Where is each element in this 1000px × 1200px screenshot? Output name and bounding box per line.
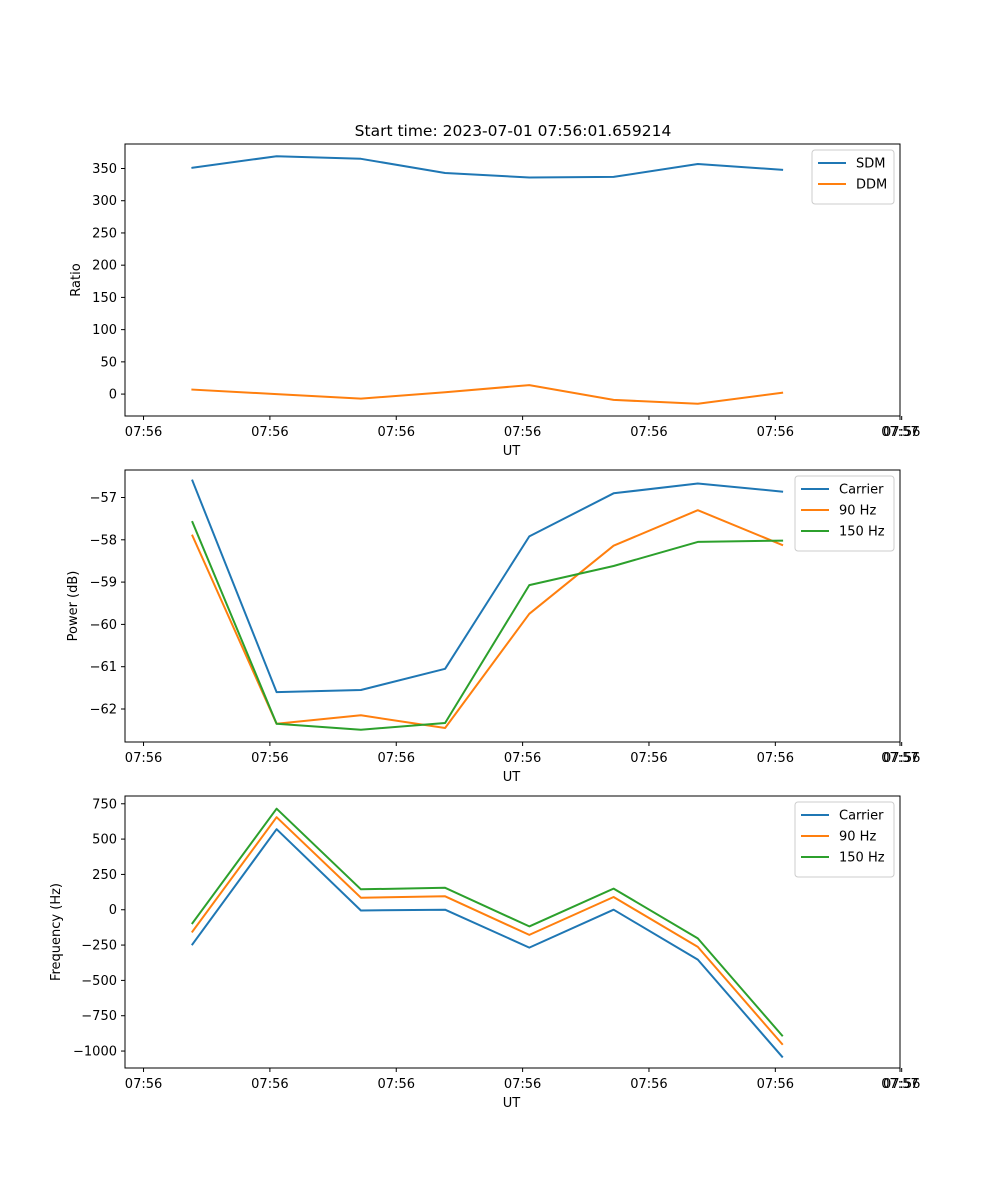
series-line-150-hz — [191, 807, 784, 1037]
series-line-90-hz — [191, 509, 784, 729]
legend-label: Carrier — [839, 809, 884, 824]
x-tick-label: 07:56 — [125, 425, 162, 440]
x-axis-label: UT — [503, 444, 521, 459]
legend: Carrier 90 Hz 150 Hz — [794, 475, 895, 552]
x-tick-label: 07:56 — [883, 1077, 920, 1092]
y-tick-label: −62 — [90, 703, 117, 718]
x-tick-label: 07:56 — [757, 751, 794, 766]
series-line-150-hz — [191, 520, 784, 731]
x-tick-label: 07:56 — [125, 751, 162, 766]
y-axis-label: Ratio — [69, 263, 84, 296]
series-line-90-hz — [191, 816, 784, 1046]
plot-frame — [124, 143, 901, 417]
y-tick-label: 250 — [92, 868, 117, 883]
series-line-sdm — [191, 155, 784, 179]
plot-frame — [124, 795, 901, 1069]
legend: Carrier 90 Hz 150 Hz — [794, 801, 895, 878]
y-tick-label: −58 — [90, 533, 117, 548]
y-tick-label: 50 — [100, 355, 117, 370]
y-tick-label: 350 — [92, 162, 117, 177]
x-tick-label: 07:56 — [630, 425, 667, 440]
y-tick-label: 200 — [92, 259, 117, 274]
series-line-carrier — [191, 828, 784, 1059]
x-tick-label: 07:56 — [378, 425, 415, 440]
legend-box — [794, 475, 895, 552]
x-tick-label: 07:56 — [883, 425, 920, 440]
y-tick-label: 150 — [92, 291, 117, 306]
legend-label: 150 Hz — [839, 525, 885, 540]
y-tick-label: 100 — [92, 323, 117, 338]
legend-label: 90 Hz — [839, 830, 876, 845]
x-tick-label: 07:56 — [251, 751, 288, 766]
x-tick-label: 07:56 — [251, 425, 288, 440]
x-tick-label: 07:56 — [630, 1077, 667, 1092]
y-tick-label: −57 — [90, 491, 117, 506]
y-tick-label: −1000 — [73, 1045, 117, 1060]
y-tick-label: 250 — [92, 226, 117, 241]
x-axis-label: UT — [503, 1096, 521, 1111]
x-tick-label: 07:57 — [881, 425, 918, 440]
legend-box — [794, 801, 895, 878]
y-axis-label: Frequency (Hz) — [49, 883, 64, 981]
legend-label: Carrier — [839, 483, 884, 498]
y-tick-label: 300 — [92, 194, 117, 209]
x-tick-label: 07:56 — [504, 751, 541, 766]
y-tick-label: 500 — [92, 833, 117, 848]
legend-label: DDM — [856, 178, 887, 193]
x-tick-label: 07:56 — [757, 425, 794, 440]
x-tick-label: 07:56 — [504, 425, 541, 440]
y-tick-label: −250 — [81, 939, 117, 954]
legend-label: 90 Hz — [839, 504, 876, 519]
x-tick-label: 07:56 — [883, 751, 920, 766]
y-tick-label: −61 — [90, 660, 117, 675]
y-axis-label: Power (dB) — [66, 571, 81, 642]
x-tick-label: 07:57 — [881, 1077, 918, 1092]
x-tick-label: 07:56 — [251, 1077, 288, 1092]
legend: SDM DDM — [811, 149, 895, 205]
x-tick-label: 07:56 — [504, 1077, 541, 1092]
legend-label: SDM — [856, 157, 885, 172]
chart-title: Start time: 2023-07-01 07:56:01.659214 — [355, 122, 672, 140]
x-tick-label: 07:56 — [630, 751, 667, 766]
series-line-carrier — [191, 479, 784, 694]
y-tick-label: 0 — [109, 903, 117, 918]
y-tick-label: 0 — [109, 388, 117, 403]
x-tick-label: 07:56 — [378, 751, 415, 766]
y-tick-label: −59 — [90, 576, 117, 591]
x-tick-label: 07:56 — [125, 1077, 162, 1092]
x-tick-label: 07:56 — [378, 1077, 415, 1092]
x-tick-label: 07:56 — [757, 1077, 794, 1092]
x-axis-label: UT — [503, 770, 521, 785]
y-tick-label: −60 — [90, 618, 117, 633]
legend-label: 150 Hz — [839, 851, 885, 866]
x-tick-label: 07:57 — [881, 751, 918, 766]
y-tick-label: −750 — [81, 1009, 117, 1024]
plot-frame — [124, 469, 901, 743]
series-line-ddm — [191, 384, 784, 405]
y-tick-label: 750 — [92, 797, 117, 812]
y-tick-label: −500 — [81, 974, 117, 989]
